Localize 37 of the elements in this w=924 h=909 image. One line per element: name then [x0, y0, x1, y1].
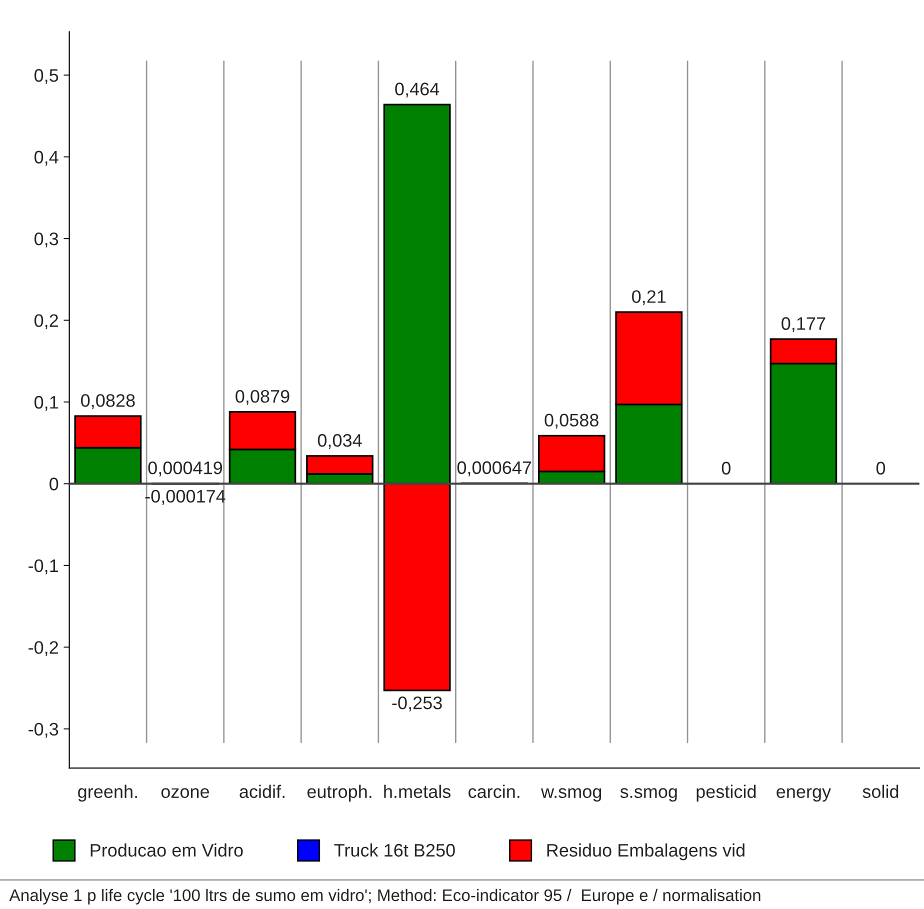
y-tick-label: 0 [50, 478, 58, 490]
annotation: 0,034 [318, 434, 362, 449]
x-tick-label: s.smog [620, 788, 677, 802]
text: Analyse 1 p life cycle '100 ltrs de sumo em vidro'; Method: Eco-indicator 95 / Europe e / normalisation [9, 888, 760, 904]
x-tick-label: h.metals [384, 784, 451, 798]
y-tick-label: -0,1 [28, 559, 58, 574]
x-tick-label: eutroph. [307, 784, 372, 802]
y-tick-label: 0,5 [34, 69, 58, 84]
x-tick-label: w.smog [540, 788, 602, 802]
annotation: 0,0588 [544, 414, 598, 429]
x-tick-label: pesticid [696, 784, 756, 802]
legend-label: Producao em Vidro [90, 843, 243, 857]
annotation: 0,464 [395, 82, 440, 98]
annotation: 0,0828 [81, 394, 135, 410]
annotation: -0,253 [392, 696, 442, 712]
y-tick-label: 0,3 [34, 232, 58, 248]
y-tick-label: 0,4 [34, 150, 58, 166]
annotation: 0 [722, 462, 730, 475]
x-tick-label: solid [862, 784, 898, 798]
x-tick-label: acidif. [240, 784, 284, 798]
annotation: 0,21 [632, 290, 666, 306]
y-tick-label: 0,1 [34, 396, 58, 411]
annotation: -0,000174 [145, 490, 226, 505]
annotation: 0,0879 [236, 390, 290, 405]
annotation: 0 [876, 462, 886, 475]
legend-label: Residuo Embalagens vid [547, 843, 744, 860]
legend-label: Truck 16t B250 [334, 843, 455, 857]
x-tick-label: ozone [161, 788, 210, 798]
x-tick-label: greenh. [78, 784, 137, 802]
annotation: 0,000647 [457, 461, 532, 476]
y-tick-label: 0,2 [34, 314, 58, 330]
x-tick-label: carcin. [468, 784, 520, 798]
annotation: 0,000419 [148, 461, 222, 476]
annotation: 0,177 [782, 317, 826, 332]
y-tick-label: -0,3 [28, 722, 58, 738]
y-tick-label: -0,2 [28, 641, 58, 656]
x-tick-label: energy [776, 788, 832, 802]
